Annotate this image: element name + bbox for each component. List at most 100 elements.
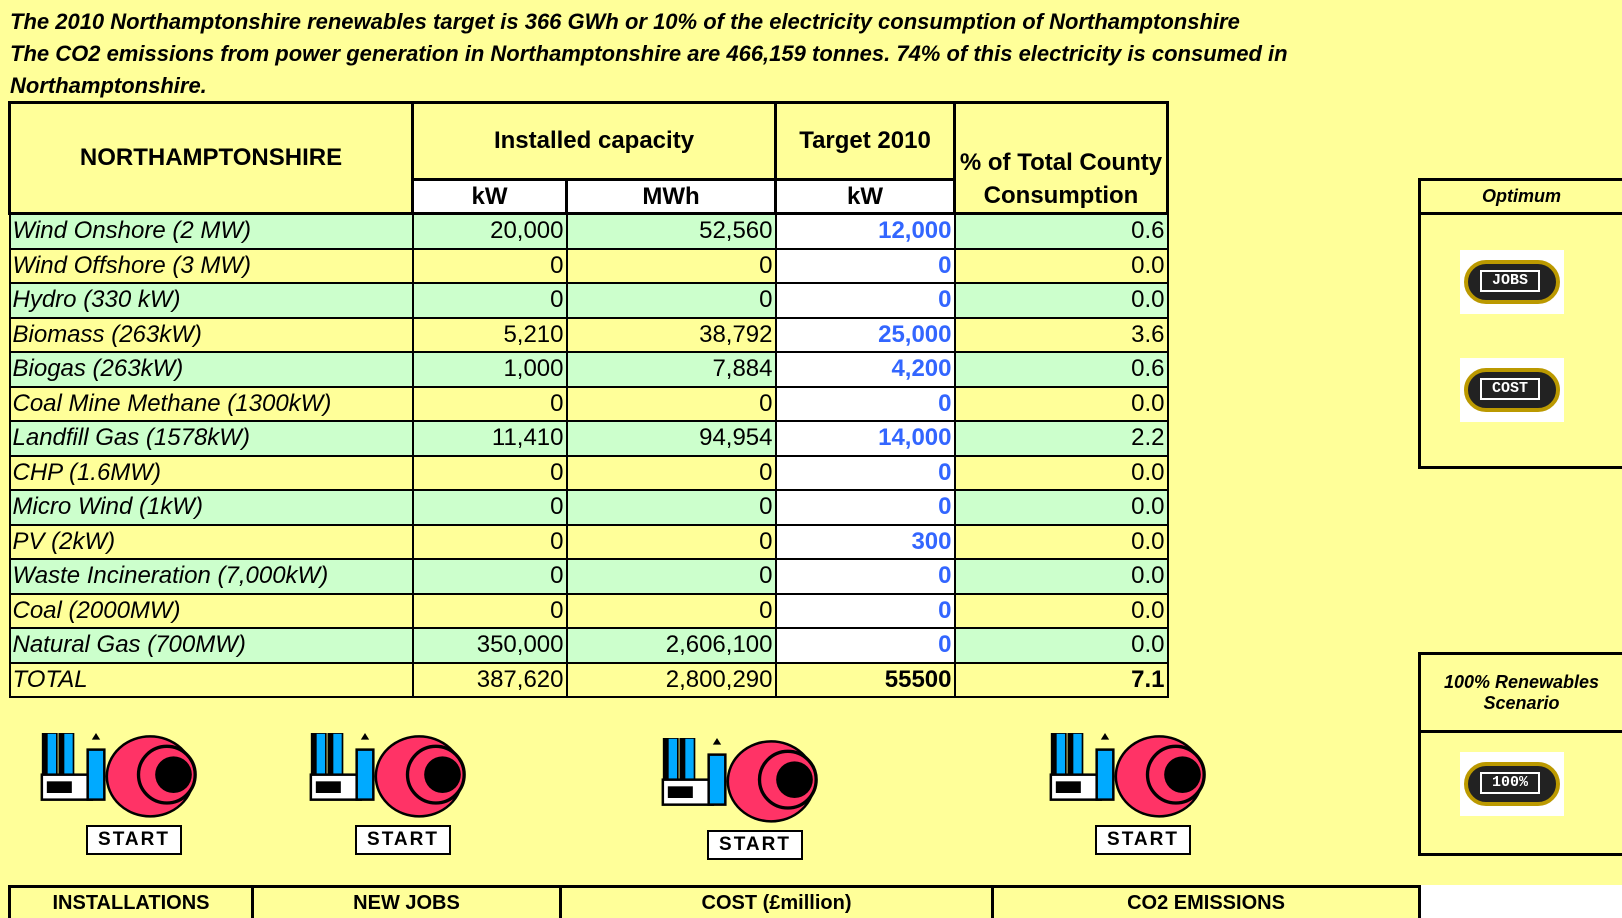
cell: 0 [413, 387, 567, 422]
footer-cell: NEW JOBS [251, 885, 559, 918]
cell: 0 [413, 283, 567, 318]
cell: 0 [413, 594, 567, 629]
cell: 0.6 [955, 214, 1168, 249]
cell: 0 [776, 628, 955, 663]
cell: 300 [776, 525, 955, 560]
cell: 0 [567, 387, 776, 422]
button-label: COST [1480, 378, 1540, 400]
cell: 0 [776, 283, 955, 318]
cell: 0 [776, 594, 955, 629]
macro-button[interactable]: 100% [1460, 752, 1564, 816]
cell: 3.6 [955, 318, 1168, 353]
cell: 5,210 [413, 318, 567, 353]
row-label: Wind Onshore (2 MW) [10, 214, 413, 249]
cell: 1,000 [413, 352, 567, 387]
row-label: Micro Wind (1kW) [10, 490, 413, 525]
cell: 0.0 [955, 249, 1168, 284]
cell: 0.6 [955, 352, 1168, 387]
cell: 0 [567, 283, 776, 318]
start-button[interactable]: START [1095, 825, 1191, 855]
cell: 0.0 [955, 490, 1168, 525]
button-label: JOBS [1480, 270, 1540, 292]
cell: 0 [567, 594, 776, 629]
cell: 0 [776, 559, 955, 594]
group-header: Target 2010 [776, 103, 955, 180]
footer-end [1418, 885, 1622, 918]
cell: 38,792 [567, 318, 776, 353]
macro-button[interactable]: COST [1460, 358, 1564, 422]
plant-icon[interactable] [647, 738, 837, 838]
cell: 11,410 [413, 421, 567, 456]
cell: 0 [776, 456, 955, 491]
total-label: TOTAL [10, 663, 413, 698]
unit-header: MWh [567, 180, 776, 214]
cell: 7,884 [567, 352, 776, 387]
cell: 94,954 [567, 421, 776, 456]
start-button[interactable]: START [355, 825, 451, 855]
unit-header: kW [413, 180, 567, 214]
cell: 0 [567, 559, 776, 594]
table-row: Waste Incineration (7,000kW)0000.0 [10, 559, 1168, 594]
row-label: Coal (2000MW) [10, 594, 413, 629]
optimum-panel: Optimum [1418, 178, 1622, 469]
cell: 14,000 [776, 421, 955, 456]
spreadsheet: The 2010 Northamptonshire renewables tar… [0, 0, 1622, 918]
cell: 0.0 [955, 387, 1168, 422]
cell: 2.2 [955, 421, 1168, 456]
row-label: Biogas (263kW) [10, 352, 413, 387]
cell: 0 [776, 249, 955, 284]
cell: 0 [413, 525, 567, 560]
cell: 12,000 [776, 214, 955, 249]
start-button[interactable]: START [86, 825, 182, 855]
row-label: Wind Offshore (3 MW) [10, 249, 413, 284]
cell: 0.0 [955, 628, 1168, 663]
header-line: The 2010 Northamptonshire renewables tar… [10, 6, 1450, 38]
row-label: CHP (1.6MW) [10, 456, 413, 491]
cell: 25,000 [776, 318, 955, 353]
plant-icon[interactable] [295, 733, 485, 833]
macro-button[interactable]: JOBS [1460, 250, 1564, 314]
start-button[interactable]: START [707, 830, 803, 860]
cell: 0 [413, 490, 567, 525]
row-label: Landfill Gas (1578kW) [10, 421, 413, 456]
total-cell: 387,620 [413, 663, 567, 698]
plant-icon[interactable] [26, 733, 216, 833]
cell: 0.0 [955, 525, 1168, 560]
plant-icon[interactable] [1035, 733, 1225, 833]
row-label: Hydro (330 kW) [10, 283, 413, 318]
cell: 0 [567, 249, 776, 284]
row-label: Natural Gas (700MW) [10, 628, 413, 663]
cell: 0.0 [955, 456, 1168, 491]
cell: 0 [776, 490, 955, 525]
cell: 0 [776, 387, 955, 422]
cell: 0.0 [955, 283, 1168, 318]
cell: 0 [567, 490, 776, 525]
total-cell: 7.1 [955, 663, 1168, 698]
total-row: TOTAL387,6202,800,290555007.1 [10, 663, 1168, 698]
row-label: Biomass (263kW) [10, 318, 413, 353]
cell: 0 [413, 559, 567, 594]
cell: 0 [413, 456, 567, 491]
cell: 0.0 [955, 559, 1168, 594]
cell: 0.0 [955, 594, 1168, 629]
row-label: PV (2kW) [10, 525, 413, 560]
group-header: % of Total County Consumption [955, 103, 1168, 214]
row-label: Coal Mine Methane (1300kW) [10, 387, 413, 422]
panel-title: 100% Renewables Scenario [1421, 655, 1622, 733]
header-line: The CO2 emissions from power generation … [10, 38, 1450, 102]
cell: 2,606,100 [567, 628, 776, 663]
footer-cell: CO2 EMISSIONS [991, 885, 1418, 918]
total-cell: 55500 [776, 663, 955, 698]
